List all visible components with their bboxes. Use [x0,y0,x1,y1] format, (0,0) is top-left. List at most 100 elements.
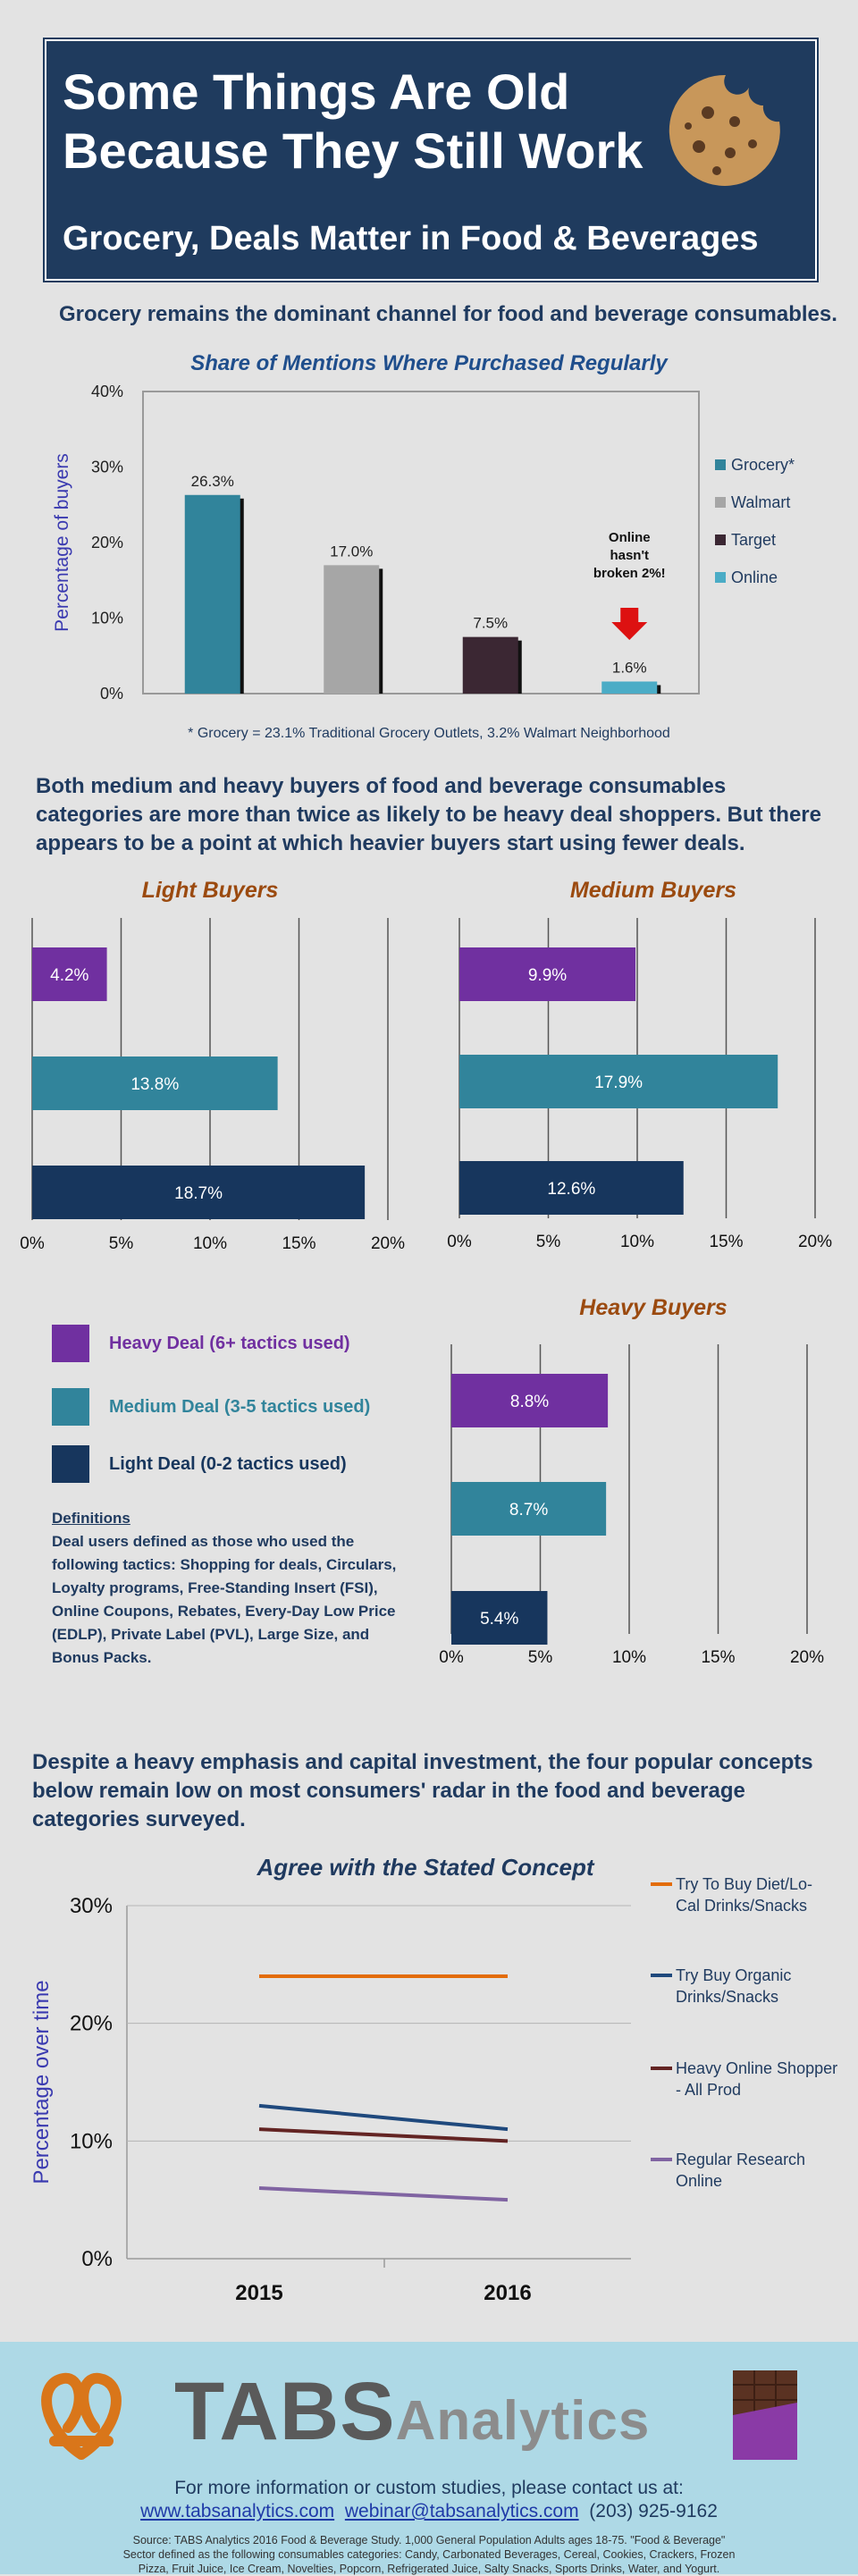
email-link[interactable]: webinar@tabsanalytics.com [344,2501,579,2521]
pretzel-icon [41,2372,122,2460]
bar [451,1591,548,1645]
x-tick-label: 10% [620,1233,654,1251]
bar [451,1482,607,1536]
chart-title: Light Buyers [142,878,279,903]
definitions: Definitions Deal users defined as those … [52,1507,436,1670]
data-label: 12.6% [547,1180,595,1199]
legend-label: Regular Research [676,2151,805,2168]
x-tick-label: 0% [20,1234,45,1253]
legend-medium-deal: Medium Deal (3-5 tactics used) [52,1388,370,1426]
bar [462,636,518,694]
bar [601,681,658,694]
series-line [258,2127,509,2143]
x-tick-label: 5% [536,1233,561,1251]
legend-swatch [715,497,726,508]
x-tick-label: 5% [109,1234,134,1253]
legend-label: Cal Drinks/Snacks [676,1897,807,1915]
online-callout: broken 2%! [593,566,666,581]
online-callout: hasn't [610,548,649,563]
chart-title: Share of Mentions Where Purchased Regula… [190,351,669,375]
light-buyers-chart: Light Buyers 0% 5% 10% 15% 20% 4.2% 13.8% 18.7% [20,878,405,1253]
legend-swatch [715,535,726,545]
legend-label: Drinks/Snacks [676,1988,778,2006]
x-tick-label: 20% [371,1234,405,1253]
y-tick-label: 20% [91,534,123,551]
data-label: 26.3% [191,473,234,490]
legend-swatch [52,1445,89,1483]
y-tick-label: 20% [70,2012,113,2036]
definitions-title: Definitions [52,1510,130,1527]
data-label: 5.4% [480,1610,518,1629]
legend-label: Online [731,568,778,586]
footer: TABSAnalytics For more information or cu… [0,2342,858,2575]
legend-label: Heavy Online Shopper [676,2059,837,2077]
y-tick-label: 10% [91,610,123,627]
bar [451,1374,609,1427]
data-label: 13.8% [130,1075,179,1094]
chart-title: Heavy Buyers [579,1295,727,1320]
section3-intro: Despite a heavy emphasis and capital inv… [32,1750,813,1831]
bar [459,1055,778,1108]
bar [32,1056,278,1110]
phone-number: (203) 925-9162 [589,2501,718,2521]
series-line [258,2103,509,2132]
chocolate-bar-icon [733,2370,797,2460]
x-tick-label: 15% [282,1234,315,1253]
website-link[interactable]: www.tabsanalytics.com [140,2501,335,2521]
header-banner: Some Things Are Old Because They Still W… [45,39,817,281]
legend-heavy-deal: Heavy Deal (6+ tactics used) [52,1325,350,1362]
y-tick-label: 0% [81,2247,113,2271]
data-label: 18.7% [174,1184,223,1203]
concept-line-chart: Agree with the Stated Concept 0% 10% 20% 30%… [29,1854,837,2305]
legend-swatch [715,572,726,583]
grocery-footnote: * Grocery = 23.1% Traditional Grocery Ou… [188,726,670,741]
legend-light-deal: Light Deal (0-2 tactics used) [52,1445,347,1483]
bar [459,1161,684,1215]
y-axis-label: Percentage over time [29,1980,54,2184]
legend-swatch [52,1388,89,1426]
legend-label: Walmart [731,493,790,511]
contact-line: For more information or custom studies, … [174,2478,684,2498]
data-label: 4.2% [50,966,88,985]
section1-intro: Grocery remains the dominant channel for… [59,302,837,326]
bar [184,494,240,694]
plot-frame [142,391,700,695]
data-label: 17.0% [330,543,373,560]
cookie-icon [669,74,780,186]
data-label: 17.9% [594,1073,643,1092]
y-tick-label: 30% [91,459,123,476]
x-tick-label: 10% [612,1648,646,1667]
x-tick-label: 10% [193,1234,227,1253]
bar [32,1166,366,1219]
chart-title: Medium Buyers [570,878,736,903]
legend-swatch [52,1325,89,1362]
title-line-2: Because They Still Work [63,122,644,179]
page-subtitle: Grocery, Deals Matter in Food & Beverage… [63,220,759,257]
y-tick-label: 0% [100,685,123,703]
x-tick-label: 0% [439,1648,464,1667]
x-tick-label: 20% [798,1233,832,1251]
y-tick-label: 10% [70,2129,113,2153]
heavy-buyers-chart: Heavy Buyers 0% 5% 10% 15% 20% 8.8% 8.7% 5.4% [439,1295,824,1667]
x-tick-label: 2016 [484,2281,531,2305]
x-tick-label: 0% [447,1233,472,1251]
legend-swatch [715,459,726,470]
data-label: 1.6% [612,659,647,676]
x-tick-label: 5% [528,1648,553,1667]
x-tick-label: 2015 [235,2281,282,2305]
series-line [258,2186,509,2202]
data-label: 7.5% [473,615,508,632]
data-label: 8.8% [510,1393,549,1411]
legend-label: Try To Buy Diet/Lo- [676,1875,812,1893]
medium-buyers-chart: Medium Buyers 0% 5% 10% 15% 20% 9.9% 17.9% 12.6% [447,878,832,1251]
chart-title: Agree with the Stated Concept [256,1854,594,1881]
title-line-1: Some Things Are Old [63,63,570,120]
bar [459,947,636,1001]
y-tick-label: 30% [70,1894,113,1918]
page-title: Some Things Are Old Because They Still W… [63,63,643,181]
bar [32,947,107,1001]
y-axis-label: Percentage of buyers [52,453,72,632]
source-note: Source: TABS Analytics 2016 Food & Bever… [122,2534,736,2575]
x-tick-label: 15% [701,1648,735,1667]
legend-label: - All Prod [676,2081,741,2099]
